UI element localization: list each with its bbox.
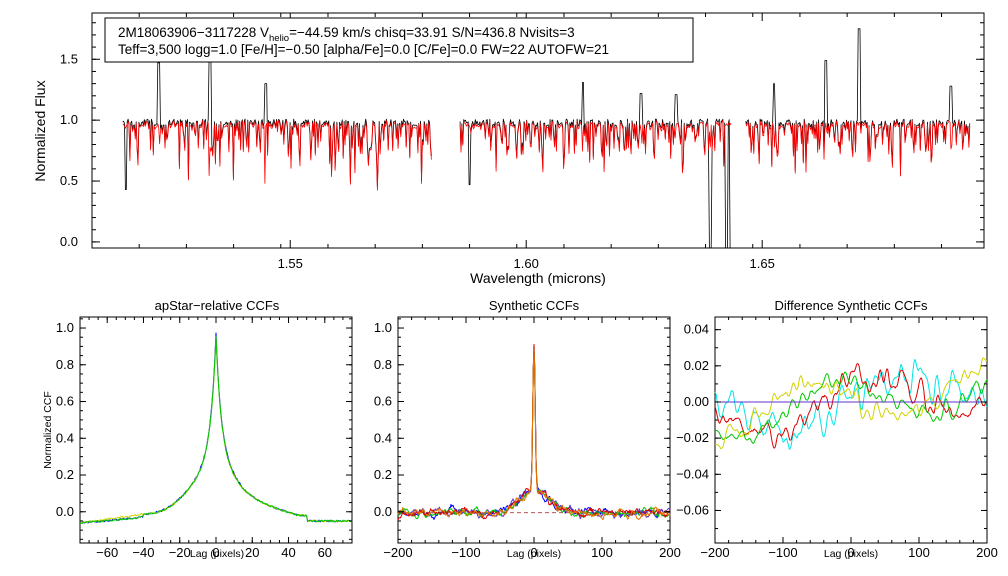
x-tick-label: 40: [281, 545, 295, 560]
difference-ccf-visit-1: [714, 358, 988, 450]
synthetic-ccf-visit-5: [397, 348, 671, 521]
difference-ccf-visit-2: [714, 363, 987, 449]
x-tick-label: −40: [132, 545, 154, 560]
y-tick-label: 0.0: [374, 504, 392, 519]
x-tick-label: 1.55: [278, 256, 303, 271]
info-line-1: 2M18063906−3117228 Vhelio=−44.59 km/s ch…: [118, 25, 575, 44]
x-tick-label: −200: [700, 545, 729, 560]
difference-panel: Difference Synthetic CCFs −200 −100 0 100 20…: [676, 298, 998, 560]
synthetic-ticks: −200 −100 0 100 200 0.0 0.2 0.4 0.6 0.8 1.0: [374, 317, 681, 560]
x-tick-label: 100: [591, 545, 613, 560]
y-tick-label: 0.6: [374, 394, 392, 409]
apstar-panel: apStar−relative CCFs −60 −40 −20 0 20 40 60 0.0…: [42, 298, 353, 560]
apstar-lines: [79, 332, 353, 525]
difference-ccf-visit-3: [714, 371, 988, 444]
info-line-1-prefix: 2M18063906−3117228 V: [118, 25, 269, 40]
x-tick-label: 0: [212, 545, 219, 560]
info-line-1-subscript: helio: [269, 33, 289, 44]
apstar-ticks: −60 −40 −20 0 20 40 60 0.0 0.2 0.4 0.6 0.8 1.0: [56, 317, 353, 560]
x-tick-label: 1.60: [514, 256, 539, 271]
y-tick-label: 0.2: [56, 467, 74, 482]
synthetic-panel: Synthetic CCFs −200 −100 0 100 200 0.0 0.2 0.4 0…: [374, 298, 681, 560]
apstar-ccf-visit-2: [79, 336, 353, 524]
info-box: [104, 17, 694, 63]
info-line-2: Teff=3,500 logg=1.0 [Fe/H]=−0.50 [alpha/…: [118, 42, 609, 57]
y-tick-label: 0.04: [684, 322, 709, 337]
difference-ticks: −200 −100 0 100 200 −0.06 −0.04 −0.02 0.00 0.02 0.…: [676, 317, 998, 560]
x-tick-label: 0: [847, 545, 854, 560]
apstar-ccf-visit-3: [79, 336, 353, 525]
difference-x-label: Lag (pixels): [824, 548, 878, 560]
y-tick-label: 0.02: [684, 358, 709, 373]
spectrum-ticks: 1.55 1.60 1.65 0.0 0.5 1.0 1.5: [60, 13, 984, 271]
x-tick-label: 1.65: [750, 256, 775, 271]
x-tick-label: 0: [530, 545, 537, 560]
synthetic-ccf-visit-2: [397, 344, 671, 520]
spectrum-frame: [91, 12, 985, 249]
y-tick-label: 1.0: [374, 320, 392, 335]
y-tick-label: −0.02: [676, 430, 709, 445]
synthetic-lines: [397, 343, 671, 521]
y-tick-label: 0.0: [60, 234, 78, 249]
x-tick-label: 60: [318, 545, 332, 560]
apstar-x-label: Lag (pixels): [190, 548, 244, 560]
y-tick-label: 0.4: [374, 430, 392, 445]
apstar-title: apStar−relative CCFs: [155, 298, 280, 313]
difference-title: Difference Synthetic CCFs: [775, 298, 928, 313]
apstar-ccf-visit-1: [79, 332, 353, 524]
y-tick-label: 1.0: [56, 320, 74, 335]
info-line-1-suffix: =−44.59 km/s chisq=33.91 S/N=436.8 Nvisi…: [289, 25, 575, 40]
difference-lines: [714, 357, 988, 450]
x-tick-label: −60: [96, 545, 118, 560]
apstar-frame: [79, 316, 353, 544]
y-tick-label: −0.06: [676, 502, 709, 517]
apstar-y-label: Normalized CCF: [42, 391, 54, 469]
spectrum-y-label: Normalized Flux: [32, 80, 48, 181]
y-tick-label: 0.2: [374, 467, 392, 482]
y-tick-label: 0.6: [56, 394, 74, 409]
y-tick-label: −0.04: [676, 466, 709, 481]
x-tick-label: −200: [383, 545, 412, 560]
observed-spectrum-chip-3: [745, 28, 971, 175]
y-tick-label: 0.0: [56, 504, 74, 519]
x-tick-label: −100: [451, 545, 480, 560]
y-tick-label: 0.00: [684, 394, 709, 409]
x-tick-label: 100: [908, 545, 930, 560]
synthetic-x-label: Lag (pixels): [507, 548, 561, 560]
x-tick-label: −100: [768, 545, 797, 560]
y-tick-label: 1.5: [60, 51, 78, 66]
y-tick-label: 0.4: [56, 430, 74, 445]
x-tick-label: −20: [169, 545, 191, 560]
y-tick-label: 1.0: [60, 112, 78, 127]
spectrum-lines: [122, 28, 971, 249]
spectrum-panel: 1.55 1.60 1.65 0.0 0.5 1.0 1.5 2M18063906−3117…: [32, 12, 985, 286]
model-spectrum-chip-1: [122, 120, 432, 191]
observed-spectrum-chip-2: [459, 82, 731, 249]
model-spectrum-chip-2: [459, 120, 732, 174]
synthetic-title: Synthetic CCFs: [489, 298, 580, 313]
synthetic-ccf-visit-1: [397, 346, 671, 520]
model-spectrum-chip-3: [745, 120, 971, 177]
x-tick-label: 200: [659, 545, 681, 560]
y-tick-label: 0.8: [56, 357, 74, 372]
y-tick-label: 0.8: [374, 357, 392, 372]
x-tick-label: 20: [245, 545, 259, 560]
synthetic-ccf-visit-3: [397, 348, 671, 520]
x-tick-label: 200: [976, 545, 998, 560]
y-tick-label: 0.5: [60, 173, 78, 188]
synthetic-ccf-visit-4: [397, 343, 671, 521]
difference-ccf-visit-4: [714, 357, 987, 450]
spectrum-x-label: Wavelength (microns): [470, 270, 606, 286]
